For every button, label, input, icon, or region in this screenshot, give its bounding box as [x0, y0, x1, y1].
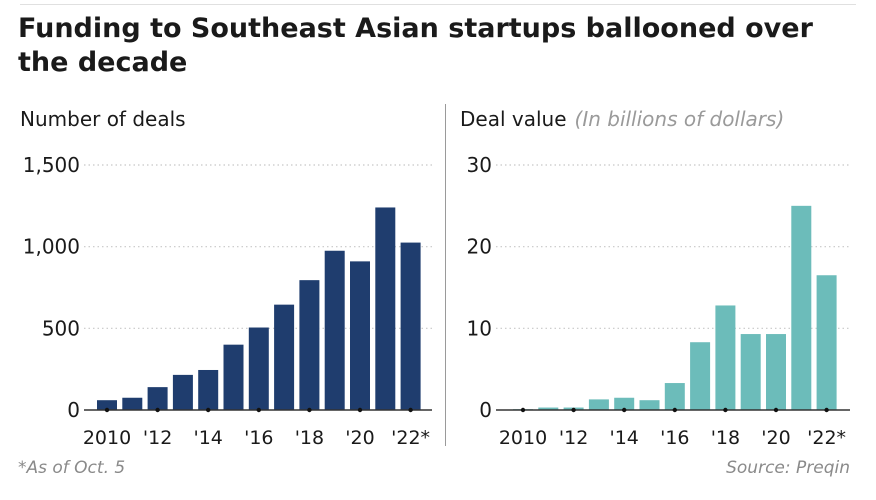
deals-x-tick-dot — [408, 407, 413, 413]
value-bar-2011 — [538, 407, 559, 410]
value-x-tick-label: '12 — [559, 427, 588, 449]
deals-bar-2015 — [223, 344, 244, 410]
value-bar-2020 — [766, 334, 786, 410]
deals-bar-2010 — [97, 400, 117, 410]
deals-panel-title: Number of deals — [20, 107, 186, 131]
value-chart: 0 10 20 30 2010 '12 '14 '16 '18 '20 '22* — [467, 153, 850, 449]
deals-bar-2018 — [299, 280, 320, 410]
value-x-tick-dot — [723, 407, 728, 413]
deals-y-tick-label: 0 — [67, 398, 80, 422]
value-y-tick-label: 30 — [467, 153, 492, 177]
value-y-tick-label: 20 — [467, 235, 492, 259]
value-x-tick-dot — [571, 407, 576, 413]
deals-bar-2017 — [274, 304, 295, 410]
source-note: Source: Preqin — [726, 458, 850, 478]
value-panel-title: Deal value — [460, 107, 567, 131]
deals-x-tick-label: '20 — [345, 427, 374, 449]
value-bar-2015 — [639, 400, 660, 410]
deals-bar-2022 — [400, 242, 421, 410]
value-bar-2014 — [614, 397, 635, 410]
deals-x-tick-dot — [104, 407, 110, 413]
value-y-tick-label: 10 — [467, 316, 492, 340]
deals-x-tick-label: '14 — [193, 427, 222, 449]
value-x-tick-label: '22* — [807, 427, 846, 449]
deals-x-tick-dot — [256, 407, 261, 413]
value-x-tick-dot — [672, 407, 677, 413]
chart-title: Funding to Southeast Asian startups ball… — [18, 13, 813, 78]
top-rule — [20, 4, 856, 5]
deals-bar-2011 — [122, 397, 143, 410]
deals-x-tick-dot — [206, 407, 211, 413]
deals-bar-2012 — [147, 387, 168, 410]
panel-divider — [445, 104, 446, 446]
value-panel-subtitle: (In billions of dollars) — [575, 107, 785, 131]
value-y-tick-label: 0 — [479, 398, 492, 422]
deals-x-tick-label: 2010 — [83, 427, 131, 449]
value-bar-2016 — [664, 383, 685, 410]
value-bar-2022 — [816, 275, 837, 410]
value-bar-2018 — [715, 305, 736, 410]
deals-chart: 0 500 1,000 1,500 2010 '12 '14 '16 '18 '20 '22* — [23, 153, 432, 449]
value-x-tick-dot — [520, 407, 526, 413]
deals-x-tick-dot — [155, 407, 160, 413]
value-x-tick-label: '18 — [711, 427, 740, 449]
value-bar-2013 — [588, 399, 609, 410]
value-x-tick-label: '20 — [761, 427, 790, 449]
value-bar-2017 — [690, 342, 711, 410]
deals-bar-2020 — [350, 261, 370, 410]
deals-bar-2014 — [198, 369, 219, 410]
value-x-tick-label: '16 — [660, 427, 689, 449]
deals-x-tick-label: '12 — [143, 427, 172, 449]
deals-x-tick-label: '16 — [244, 427, 273, 449]
value-x-tick-dot — [622, 407, 627, 413]
deals-bar-2013 — [172, 374, 193, 410]
value-bar-2021 — [791, 205, 812, 410]
value-x-tick-dot — [773, 407, 779, 413]
deals-y-tick-label: 1,500 — [23, 153, 80, 177]
deals-bar-2021 — [375, 207, 396, 410]
value-x-tick-label: 2010 — [499, 427, 547, 449]
deals-x-tick-label: '18 — [295, 427, 324, 449]
deals-bar-2016 — [248, 327, 269, 410]
deals-x-tick-label: '22* — [391, 427, 430, 449]
value-panel-heading: Deal value (In billions of dollars) — [460, 107, 784, 131]
deals-bar-2019 — [324, 250, 345, 410]
deals-x-tick-dot — [307, 407, 312, 413]
deals-y-tick-label: 500 — [42, 316, 80, 340]
value-x-tick-label: '14 — [609, 427, 638, 449]
deals-x-tick-dot — [357, 407, 363, 413]
value-bar-2019 — [740, 334, 761, 410]
deals-y-tick-label: 1,000 — [23, 235, 80, 259]
value-x-tick-dot — [824, 407, 829, 413]
footnote: *As of Oct. 5 — [18, 458, 126, 478]
